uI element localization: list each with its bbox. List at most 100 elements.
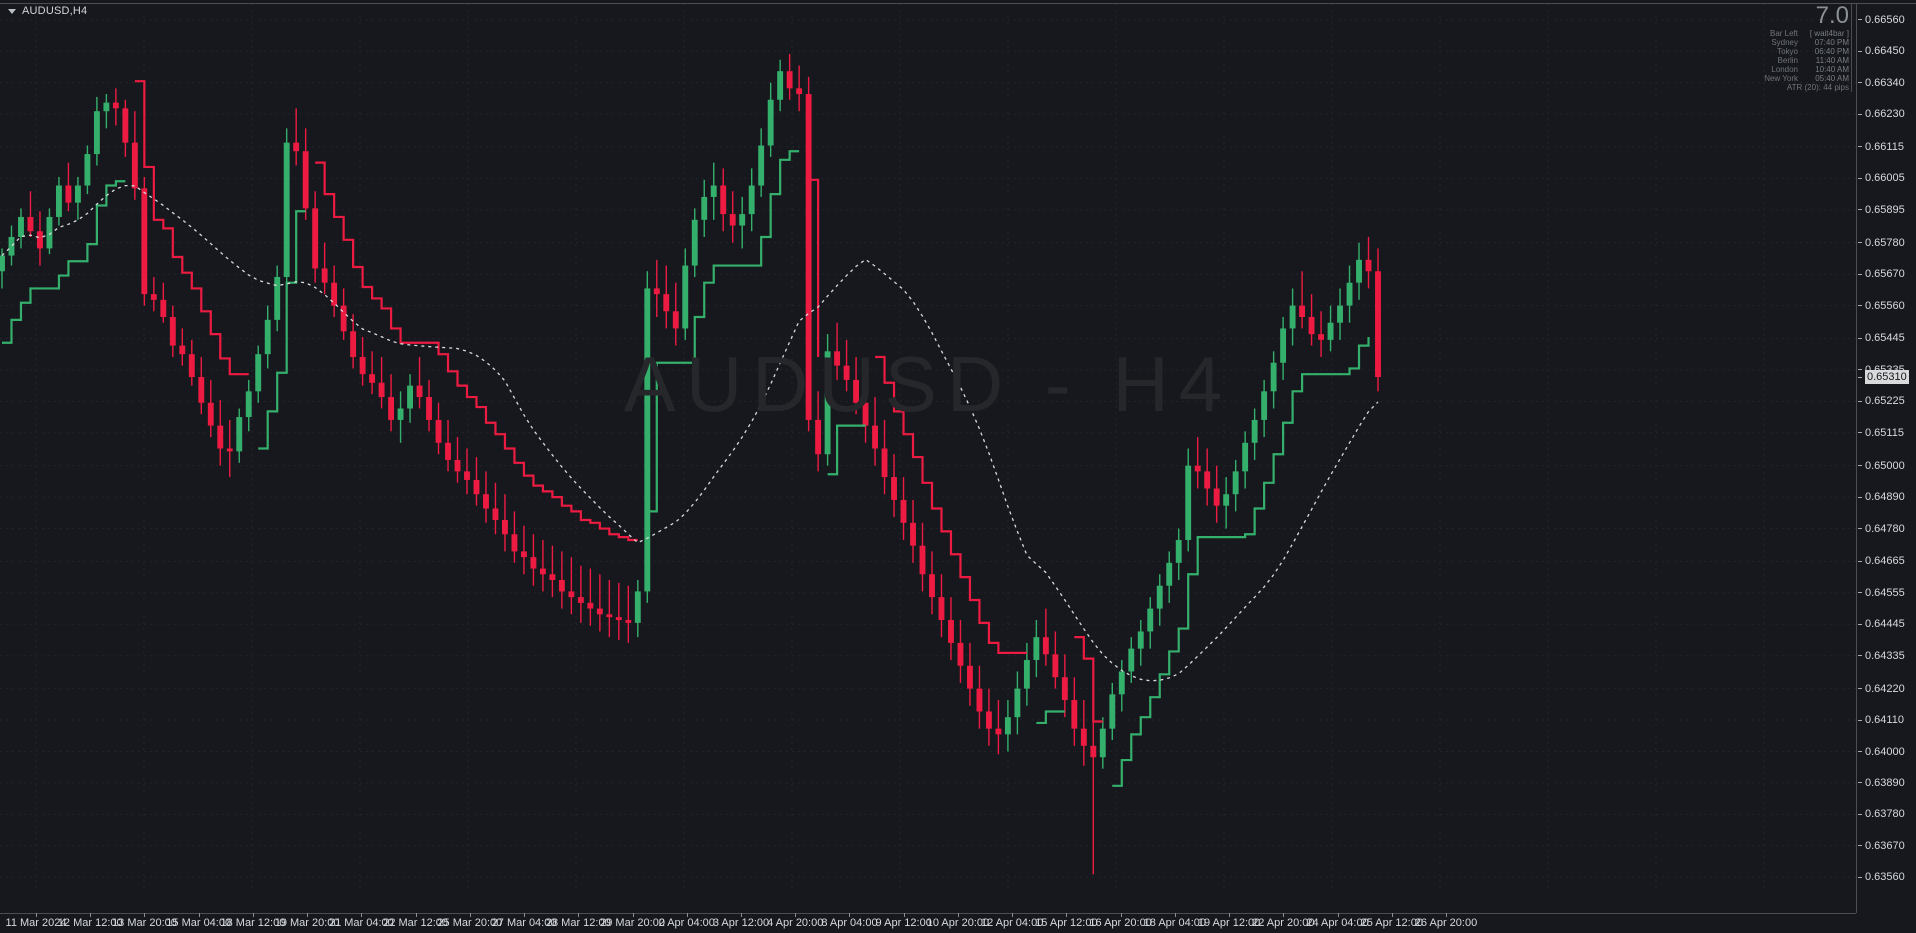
price-tick-label: 0.66230 [1865,108,1905,121]
info-row-sydney: Sydney 07:40 PM [1741,38,1849,47]
price-tick-mark [1858,592,1862,594]
price-tick-label: 0.65670 [1865,268,1905,281]
price-tick-label: 0.64110 [1865,714,1904,727]
symbol-tab[interactable]: AUDUSD,H4 [4,4,91,18]
price-tick: 0.63780 [1856,808,1905,820]
time-tick-mark [524,913,526,917]
price-tick: 0.63670 [1856,840,1905,852]
price-tick-label: 0.66115 [1865,140,1904,153]
chevron-down-icon[interactable] [8,8,16,14]
price-tick-mark [1858,845,1862,847]
info-row-berlin: Berlin 11:40 AM [1741,56,1849,65]
time-tick-label: 25 Mar 20:00 [437,917,503,929]
price-tick: 0.64890 [1856,491,1905,503]
price-tick: 0.66340 [1856,77,1905,89]
atr-label: ATR (20): 44 pips [1786,83,1849,92]
info-row-new-york: New York 05:40 AM [1741,74,1849,83]
time-tick-mark [90,913,92,917]
price-tick-label: 0.65895 [1865,203,1905,216]
current-price-label: 0.65310 [1856,370,1909,385]
time-tick-mark [1229,913,1231,917]
moving-average-line [1,184,1379,682]
time-tick-label: 9 Apr 12:00 [875,917,932,929]
price-tick-label: 0.64665 [1865,555,1905,568]
info-panel-rows: Bar Left [ wait4bar ] Sydney 07:40 PM Tokyo 0… [1741,29,1849,83]
candles [0,54,1381,875]
price-tick-mark [1858,242,1862,244]
time-tick-mark [1446,913,1447,917]
time-tick-mark [198,913,200,917]
time-tick-label: 11 Mar 2024 [5,917,67,929]
price-tick-label: 0.64220 [1865,682,1905,695]
time-axis[interactable]: 11 Mar 2024 12 Mar 12:00 13 Mar 20:00 15 Ma… [0,913,1856,933]
info-row-key: Berlin [1777,56,1798,65]
info-row-value: 06:40 PM [1814,47,1849,56]
price-tick-mark [1858,560,1862,562]
symbol-tab-label: AUDUSD,H4 [22,5,88,17]
time-tick-label: 18 Mar 12:00 [220,917,286,929]
time-tick-label: 2 Apr 04:00 [658,917,715,929]
price-axis-line [1856,4,1857,913]
price-tick-mark [1858,623,1862,625]
info-panel: 7.0 Bar Left[ wait4bar ] Sydney 07:40 PM To… [1741,4,1852,92]
info-panel-big-value: 7.0 [1815,2,1849,29]
time-tick-mark [1120,913,1122,917]
time-tick-label: 26 Apr 20:00 [1414,917,1478,929]
price-tick-label: 0.65225 [1865,395,1905,408]
price-tick: 0.66230 [1856,108,1905,120]
price-tick-mark [1858,305,1862,307]
price-tick-label: 0.65560 [1865,299,1905,312]
time-tick-label: 12 Apr 04:00 [980,917,1044,929]
time-tick-label: 15 Apr 12:00 [1035,917,1098,929]
time-tick-mark [469,913,471,917]
price-tick-mark [1858,369,1862,371]
price-tick: 0.65560 [1856,300,1905,312]
price-tick-label: 0.65115 [1865,426,1904,439]
price-tick-label: 0.63780 [1865,808,1905,821]
grid-lines [0,4,1856,893]
current-price-value: 0.65310 [1865,370,1909,385]
time-tick-mark [795,913,797,917]
price-tick-label: 0.63670 [1865,839,1905,852]
time-tick-mark [741,913,742,917]
info-row-key: New York [1764,74,1798,83]
price-tick: 0.63560 [1856,871,1905,883]
time-tick-label: 24 Apr 04:00 [1306,917,1369,929]
price-tick: 0.65895 [1856,204,1905,216]
info-row-value: 11:40 AM [1815,56,1849,65]
price-tick-mark [1858,273,1862,275]
price-tick: 0.64000 [1856,746,1905,758]
info-row-key: Bar Left [1769,29,1798,38]
price-tick: 0.64445 [1856,618,1905,630]
price-tick-mark [1858,400,1862,402]
price-tick-mark [1858,782,1862,784]
info-row-value: 10:40 AM [1815,65,1849,74]
time-tick-label: 21 Mar 04:00 [328,917,394,929]
chart-plot-area[interactable]: AUDUSD - H4 [0,4,1856,913]
time-tick-label: 27 Mar 04:00 [491,917,557,929]
price-axis[interactable]: 0.66560 0.66450 0.66340 0.66230 0.66115 0.660… [1856,4,1916,913]
time-tick-label: 13 Mar 20:00 [112,917,177,929]
time-tick-label: 4 Apr 20:00 [767,917,824,929]
price-tick: 0.66450 [1856,45,1905,57]
price-tick: 0.65225 [1856,395,1905,407]
price-tick-label: 0.64780 [1865,522,1905,535]
price-tick-mark [1858,19,1862,21]
time-tick-mark [957,913,959,917]
time-tick-mark [307,913,309,917]
price-tick: 0.64220 [1856,683,1905,695]
time-tick-mark [415,913,417,917]
price-tick-label: 0.65780 [1865,236,1905,249]
price-tick-mark [1858,751,1862,752]
time-tick-mark [144,913,146,917]
price-tick-label: 0.66005 [1865,172,1905,185]
price-tick-mark [1858,528,1862,530]
time-tick-mark [361,913,363,917]
price-tick-label: 0.65000 [1865,459,1905,472]
time-tick-label: 12 Mar 12:00 [57,917,123,929]
info-row-key: Sydney [1771,38,1798,47]
time-tick-mark [1337,913,1339,917]
price-tick-mark [1858,209,1862,211]
price-tick-label: 0.63560 [1865,871,1905,884]
